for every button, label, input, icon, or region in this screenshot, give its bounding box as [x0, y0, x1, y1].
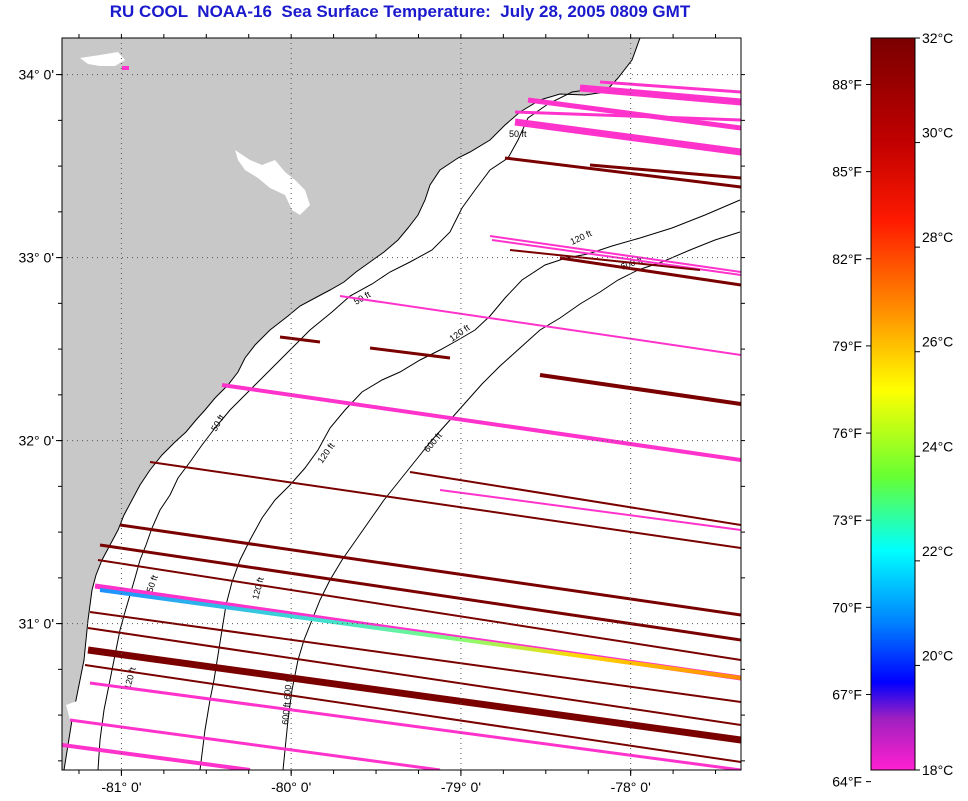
colorbar-celsius-label: 24°C: [922, 438, 953, 454]
colorbar-fahrenheit-label: 64°F: [832, 774, 862, 790]
colorbar-fahrenheit-label: 79°F: [832, 338, 862, 354]
colorbar-fahrenheit-label: 70°F: [832, 599, 862, 615]
colorbar-celsius-label: 18°C: [922, 762, 953, 778]
colorbar-celsius-label: 20°C: [922, 647, 953, 663]
colorbar-fahrenheit-label: 88°F: [832, 76, 862, 92]
contour-600ft: [282, 231, 741, 770]
colorbar-celsius-label: 32°C: [922, 30, 953, 46]
colorbar: [870, 37, 916, 771]
colorbar-fahrenheit-label: 67°F: [832, 686, 862, 702]
map-title: RU COOL NOAA-16 Sea Surface Temperature:…: [109, 2, 691, 21]
lat-tick-label: 33° 0': [18, 250, 54, 266]
contour-label: 600 ft: [282, 676, 294, 700]
colorbar-fahrenheit-label: 85°F: [832, 164, 862, 180]
lat-tick-label: 32° 0': [18, 433, 54, 449]
lon-tick-label: -80° 0': [271, 779, 311, 795]
land-mass: [62, 38, 641, 770]
lat-tick-label: 34° 0': [18, 67, 54, 83]
inland-lake: [66, 700, 82, 720]
map-frame: [61, 37, 742, 771]
lon-tick-label: -78° 0': [611, 779, 651, 795]
sst-swath-streaks: [62, 80, 741, 770]
colorbar-celsius-label: 28°C: [922, 229, 953, 245]
contour-label: 600 ft: [280, 701, 292, 725]
colorbar-fahrenheit-label: 73°F: [832, 512, 862, 528]
colorbar-celsius-label: 22°C: [922, 543, 953, 559]
colorbar-fahrenheit-label: 82°F: [832, 251, 862, 267]
lat-tick-label: 31° 0': [18, 616, 54, 632]
contour-50ft: [97, 87, 601, 770]
inland-lake: [80, 52, 125, 66]
colorbar-celsius-label: 30°C: [922, 125, 953, 141]
contour-label: 50 ft: [509, 129, 527, 139]
colorbar-fahrenheit-label: 76°F: [832, 425, 862, 441]
lon-tick-label: -81° 0': [101, 779, 141, 795]
map-gridlines: [62, 38, 741, 770]
lon-tick-label: -79° 0': [441, 779, 481, 795]
colorbar-celsius-label: 26°C: [922, 334, 953, 350]
